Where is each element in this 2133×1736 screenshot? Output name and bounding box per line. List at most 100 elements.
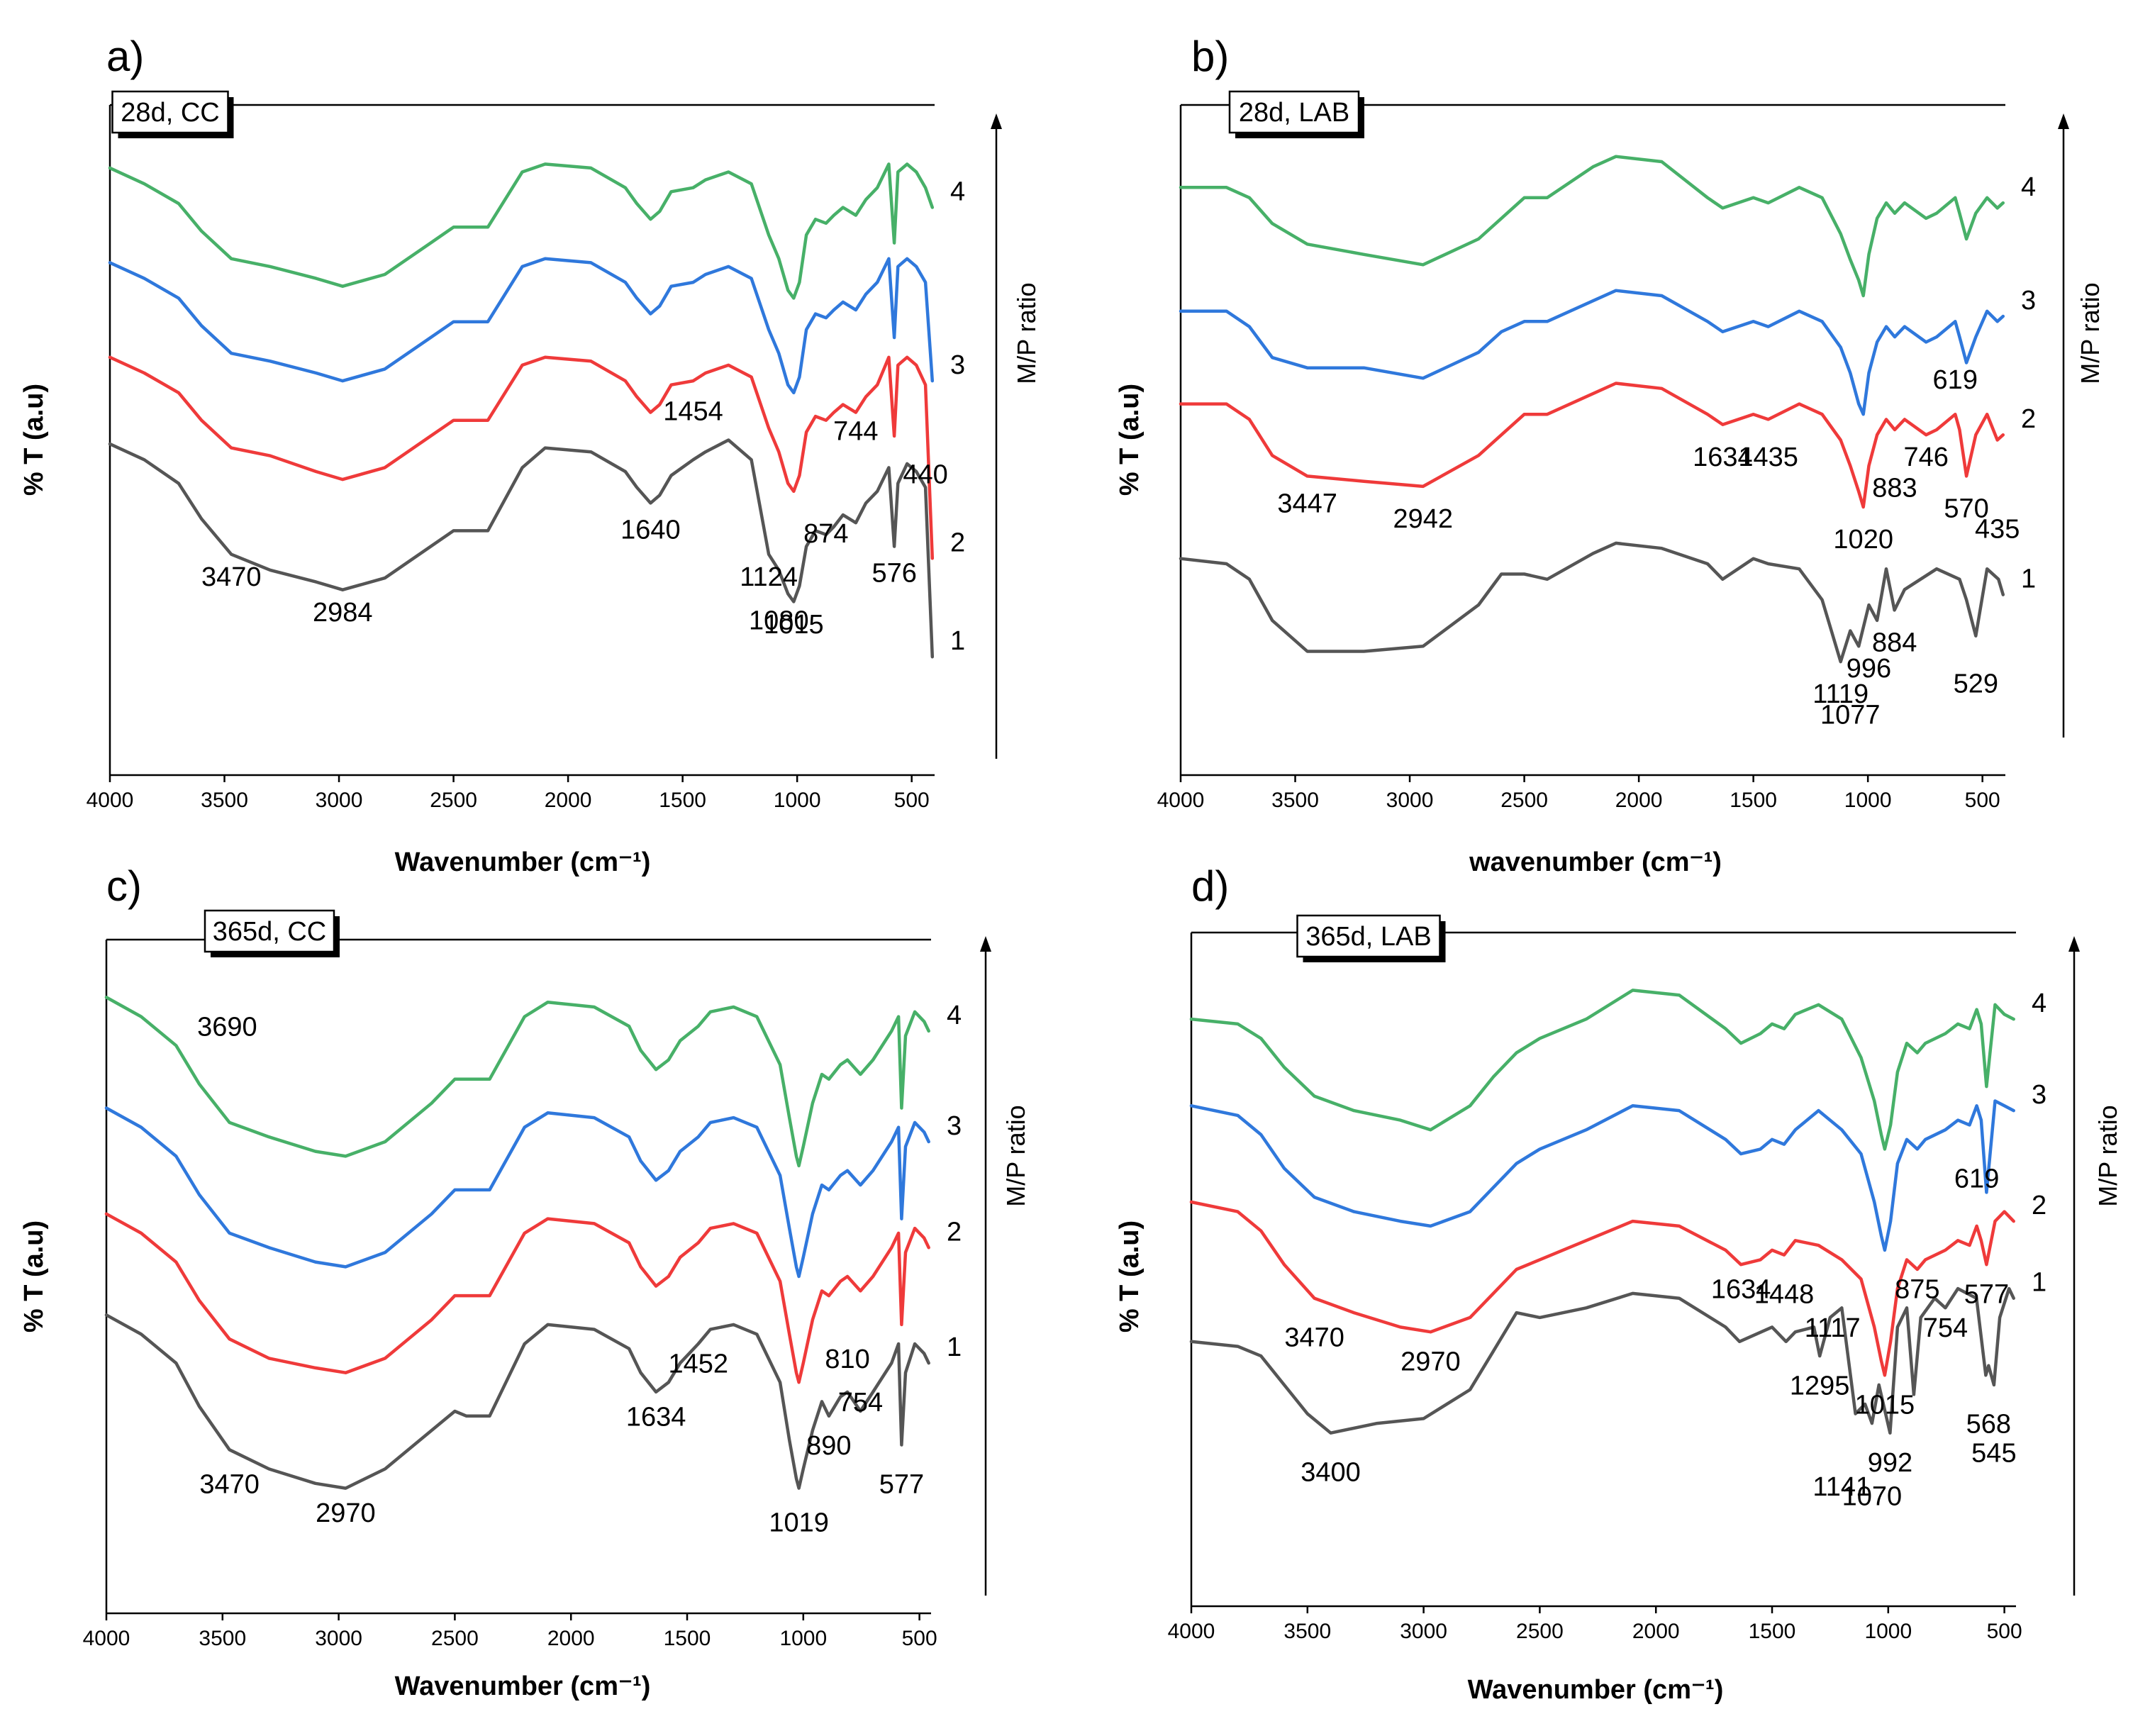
x-tick-label: 500	[894, 789, 930, 812]
peak-label: 1435	[1738, 443, 1798, 472]
peak-label: 754	[1923, 1313, 1968, 1343]
x-tick-label: 2500	[1500, 789, 1548, 812]
peak-label: 1020	[1833, 525, 1893, 555]
tag-box	[1228, 90, 1360, 134]
series-1-line	[1189, 1286, 2015, 1435]
peak-label: 1119	[1812, 679, 1869, 709]
peak-label: 570	[1944, 494, 1988, 524]
peak-label: 1019	[769, 1508, 829, 1538]
x-tick-label: 3500	[199, 1627, 246, 1650]
peak-label: 3690	[197, 1013, 257, 1042]
peak-label: 619	[1933, 365, 1978, 395]
peak-label: 744	[833, 417, 878, 447]
series-4-line	[104, 996, 930, 1168]
x-axis-label: wavenumber (cm⁻¹)	[1469, 847, 1722, 877]
series-3-number: 3	[2021, 286, 2036, 316]
panel-letter: d)	[1191, 862, 1229, 910]
y-axis-label: % T (a.u)	[19, 384, 49, 496]
tag-box	[1296, 914, 1441, 958]
peak-label: 1634	[626, 1402, 686, 1432]
peak-label: 1448	[1754, 1280, 1815, 1310]
x-tick-label: 2500	[431, 1627, 479, 1650]
x-tick-label: 1500	[1749, 1620, 1796, 1643]
peak-label: 810	[825, 1345, 869, 1374]
peak-label: 890	[806, 1431, 851, 1461]
sample-tag: 28d, CC	[111, 90, 234, 138]
x-axis-label: Wavenumber (cm⁻¹)	[395, 847, 651, 877]
series-1-line	[1179, 541, 2005, 664]
peak-label: 2970	[1400, 1347, 1461, 1377]
series-1-line	[104, 1313, 930, 1490]
panel-4: d) 4000 3500 3000 2500 2000 1500 1000 500 Wavenum…	[1115, 862, 2122, 1705]
peak-label: 1080	[749, 606, 809, 635]
tag-box	[111, 90, 229, 134]
x-tick-label: 1000	[1844, 789, 1892, 812]
tag-label: 28d, LAB	[1239, 98, 1349, 128]
x-tick-label: 500	[1987, 1620, 2022, 1643]
x-tick-label: 3000	[1386, 789, 1434, 812]
panel-letter: b)	[1191, 33, 1229, 80]
x-tick-label: 3500	[201, 789, 248, 812]
x-tick-label: 3000	[315, 1627, 362, 1650]
peak-label: 884	[1872, 628, 1917, 658]
x-tick-label: 2500	[1516, 1620, 1564, 1643]
peak-label: 883	[1872, 473, 1917, 503]
series-4-number: 4	[2021, 172, 2036, 202]
peak-label: 1295	[1790, 1371, 1850, 1401]
peak-label: 568	[1966, 1410, 2011, 1440]
peak-label: 1640	[620, 515, 681, 545]
series-4-line	[1189, 989, 2015, 1151]
peak-label: 529	[1954, 669, 1998, 699]
series-1-number: 1	[947, 1332, 962, 1362]
x-tick-label: 1000	[779, 1627, 827, 1650]
series-2-number: 2	[950, 528, 965, 557]
y-axis-label: % T (a.u)	[1115, 1220, 1145, 1332]
series-1-number: 1	[950, 626, 965, 656]
series-4-number: 4	[950, 177, 965, 207]
peak-label: 1141	[1812, 1472, 1871, 1502]
x-tick-label: 4000	[83, 1627, 130, 1650]
peak-label: 577	[1964, 1280, 2009, 1310]
tag-box	[204, 909, 335, 953]
x-tick-label: 1000	[1864, 1620, 1912, 1643]
series-2-line	[1179, 382, 2005, 509]
series-4-line	[108, 162, 935, 300]
series-3-number: 3	[950, 350, 965, 380]
peak-label: 1070	[1842, 1482, 1903, 1512]
peak-label: 1454	[663, 397, 723, 427]
peak-label: 754	[838, 1388, 883, 1418]
mp-ratio-label: M/P ratio	[1001, 1105, 1030, 1206]
y-axis-label: % T (a.u)	[19, 1220, 49, 1332]
x-tick-label: 500	[902, 1627, 937, 1650]
x-tick-label: 1500	[1730, 789, 1777, 812]
tag-label: 365d, CC	[213, 917, 327, 947]
series-4-number: 4	[2032, 989, 2046, 1018]
x-tick-label: 3000	[1400, 1620, 1447, 1643]
x-tick-label: 2000	[1615, 789, 1663, 812]
peak-label: 1124	[740, 562, 798, 592]
x-tick-label: 4000	[87, 789, 134, 812]
series-4-number: 4	[947, 1001, 962, 1030]
peak-label: 1452	[668, 1350, 728, 1379]
x-tick-label: 1500	[659, 789, 706, 812]
series-2-number: 2	[947, 1217, 962, 1247]
mp-arrow-head-icon	[2068, 936, 2080, 952]
peak-label: 992	[1868, 1448, 1912, 1478]
peak-label: 3400	[1301, 1458, 1361, 1488]
series-3-line	[108, 257, 935, 395]
peak-label: 1015	[1855, 1391, 1915, 1420]
sample-tag: 365d, CC	[204, 909, 340, 957]
peak-label: 435	[1975, 515, 2020, 545]
peak-label: 1634	[1711, 1275, 1771, 1305]
x-tick-label: 2000	[547, 1627, 595, 1650]
x-tick-label: 4000	[1168, 1620, 1215, 1643]
panel-2: b) 4000 3500 3000 2500 2000 1500 1000 500 wavenum…	[1115, 33, 2105, 877]
x-tick-label: 3500	[1271, 789, 1319, 812]
x-tick-label: 1000	[774, 789, 821, 812]
peak-label: 440	[903, 460, 947, 490]
y-axis-label: % T (a.u)	[1115, 384, 1145, 496]
series-1-number: 1	[2032, 1268, 2046, 1298]
peak-label: 3447	[1277, 489, 1337, 518]
peak-label: 1015	[764, 610, 824, 640]
